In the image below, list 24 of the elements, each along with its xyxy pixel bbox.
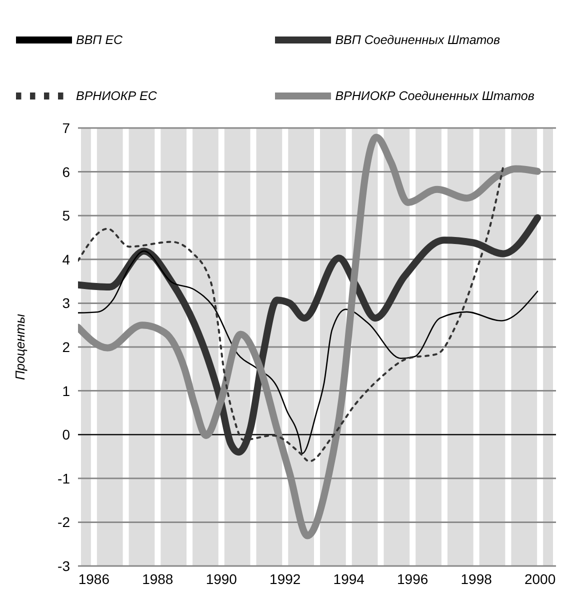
y-tick-label: 5 [62, 208, 70, 224]
legend-label: ВВП Соединенных Штатов [335, 33, 500, 48]
legend-label: ВРНИОКР ЕС [76, 89, 157, 104]
y-tick-label: -3 [58, 558, 70, 574]
x-tick-label: 1994 [333, 570, 365, 587]
y-tick-label: 0 [62, 426, 70, 443]
y-tick-label: -1 [58, 470, 70, 486]
x-tick-label: 1988 [142, 570, 174, 587]
legend-label: ВРНИОКР Соединенных Штатов [335, 89, 534, 104]
y-tick-label: 1 [62, 382, 70, 399]
x-tick-label: 1990 [206, 570, 238, 587]
y-tick-label: 4 [62, 251, 70, 268]
y-tick-label: 3 [62, 295, 70, 312]
x-tick-label: 1998 [460, 570, 492, 587]
y-tick-label: 7 [62, 120, 70, 136]
y-axis-title: Проценты [12, 314, 28, 380]
x-tick-label: 1986 [78, 570, 110, 587]
x-tick-label: 2000 [524, 570, 556, 587]
x-tick-label: 1992 [270, 570, 301, 587]
y-tick-label: 6 [62, 164, 70, 180]
legend-label: ВВП ЕС [76, 33, 123, 48]
y-tick-label: 2 [62, 338, 70, 355]
y-tick-label: -2 [58, 514, 70, 530]
x-tick-label: 1996 [397, 570, 428, 587]
